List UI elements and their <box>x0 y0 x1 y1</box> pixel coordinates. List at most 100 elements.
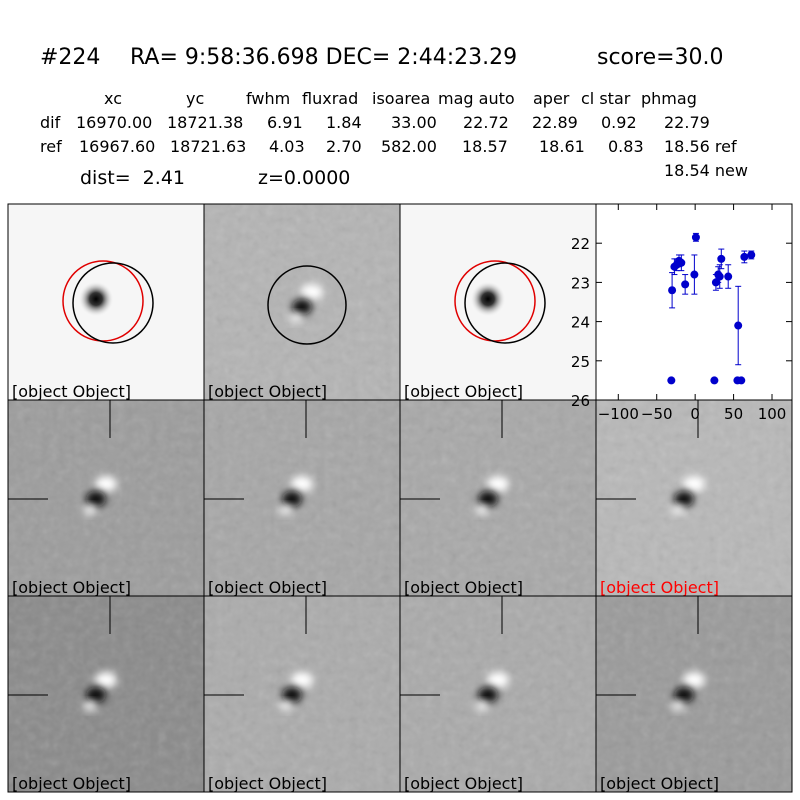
y-tick-label: 22 <box>571 235 590 253</box>
coordinates: RA= 9:58:36.698 DEC= 2:44:23.29 <box>130 45 517 70</box>
stamp-label: [object Object] <box>208 382 327 401</box>
column-header: yc <box>186 89 204 108</box>
data-point <box>691 233 700 242</box>
residual-negative <box>292 299 312 315</box>
residual-negative <box>86 491 106 507</box>
residual-positive <box>475 701 489 711</box>
data-point <box>681 280 690 289</box>
stamp-label: [object Object] <box>404 774 523 793</box>
table-cell: 6.91 <box>267 113 303 132</box>
stamp-noise <box>204 400 400 596</box>
redshift: z=0.0000 <box>258 167 350 189</box>
residual-negative <box>674 491 694 507</box>
score: score=30.0 <box>597 45 724 70</box>
y-tick-label: 24 <box>571 314 590 332</box>
table-cell: 18.61 <box>539 137 585 156</box>
match-circle <box>454 260 536 342</box>
stamp-label: [object Object] <box>404 382 523 401</box>
data-point <box>668 286 677 295</box>
data-point <box>740 252 749 261</box>
table-cell: 1.84 <box>326 113 362 132</box>
new-magnitude: 18.54 new <box>664 161 748 180</box>
table-cell: 18721.63 <box>170 137 246 156</box>
table-cell: 0.92 <box>601 113 637 132</box>
column-header: cl star <box>581 89 631 108</box>
table-cell: 16967.60 <box>79 137 155 156</box>
row-label: dif <box>40 113 61 132</box>
column-header: phmag <box>641 89 697 108</box>
stamp-grid: [object Object] [object Object] [object Ob… <box>7 203 793 793</box>
table-cell: 22.89 <box>532 113 578 132</box>
residual-negative <box>478 491 498 507</box>
residual-negative <box>86 687 106 703</box>
y-tick-label: 23 <box>571 274 590 292</box>
data-point <box>677 258 686 267</box>
residual-positive <box>95 672 117 688</box>
column-header: mag auto <box>438 89 515 108</box>
residual-positive <box>279 505 293 515</box>
x-tick-label: −100 <box>598 405 639 423</box>
residual-positive <box>289 313 303 323</box>
data-point <box>747 250 756 259</box>
x-tick-label: −50 <box>641 405 673 423</box>
table-cell: 16970.00 <box>76 113 152 132</box>
stamp-noise <box>8 400 204 596</box>
residual-negative <box>282 491 302 507</box>
x-tick-label: 0 <box>690 405 700 423</box>
detect-circle <box>464 262 546 344</box>
residual-negative <box>478 687 498 703</box>
residual-positive <box>291 476 313 492</box>
table-cell: 2.70 <box>326 137 362 156</box>
star <box>470 281 506 317</box>
stamp-label: [object Object] <box>600 578 719 597</box>
residual-negative <box>282 687 302 703</box>
table-cell: 4.03 <box>269 137 305 156</box>
residual-positive <box>301 284 323 300</box>
y-tick-label: 26 <box>571 392 590 410</box>
candidate-id: #224 <box>40 45 100 70</box>
stamp-label: [object Object] <box>208 774 327 793</box>
detect-circle <box>267 265 347 345</box>
data-point <box>690 270 699 279</box>
residual-positive <box>279 701 293 711</box>
stamp-label: [object Object] <box>12 774 131 793</box>
stamp-label: [object Object] <box>12 578 131 597</box>
table-cell: 0.83 <box>608 137 644 156</box>
data-point <box>737 376 746 385</box>
stamp-noise <box>400 400 596 596</box>
data-point <box>710 376 719 385</box>
stamp-noise <box>596 400 792 596</box>
table-cell: 18.56 ref <box>664 137 737 156</box>
residual-positive <box>95 476 117 492</box>
stamp-label: [object Object] <box>600 774 719 793</box>
residual-positive <box>683 672 705 688</box>
residual-positive <box>475 505 489 515</box>
star <box>78 281 114 317</box>
data-point <box>724 272 733 281</box>
stamp-label: [object Object] <box>404 578 523 597</box>
stamp-noise <box>8 596 204 792</box>
column-header: fwhm <box>246 89 290 108</box>
stamp-noise <box>596 596 792 792</box>
x-tick-label: 50 <box>724 405 743 423</box>
stamp-frame <box>595 595 793 793</box>
table-cell: 18.57 <box>462 137 508 156</box>
x-tick-label: 100 <box>758 405 787 423</box>
stamp-noise <box>400 596 596 792</box>
residual-positive <box>487 476 509 492</box>
table-cell: 22.79 <box>664 113 710 132</box>
column-header: isoarea <box>372 89 430 108</box>
column-header: xc <box>104 89 122 108</box>
residual-positive <box>487 672 509 688</box>
table-cell: 582.00 <box>381 137 437 156</box>
table-cell: 33.00 <box>391 113 437 132</box>
residual-positive <box>671 505 685 515</box>
data-point <box>667 376 676 385</box>
residual-positive <box>83 505 97 515</box>
match-circle <box>62 260 144 342</box>
residual-positive <box>683 476 705 492</box>
residual-positive <box>291 672 313 688</box>
column-header: fluxrad <box>302 89 358 108</box>
column-header: aper <box>533 89 570 108</box>
